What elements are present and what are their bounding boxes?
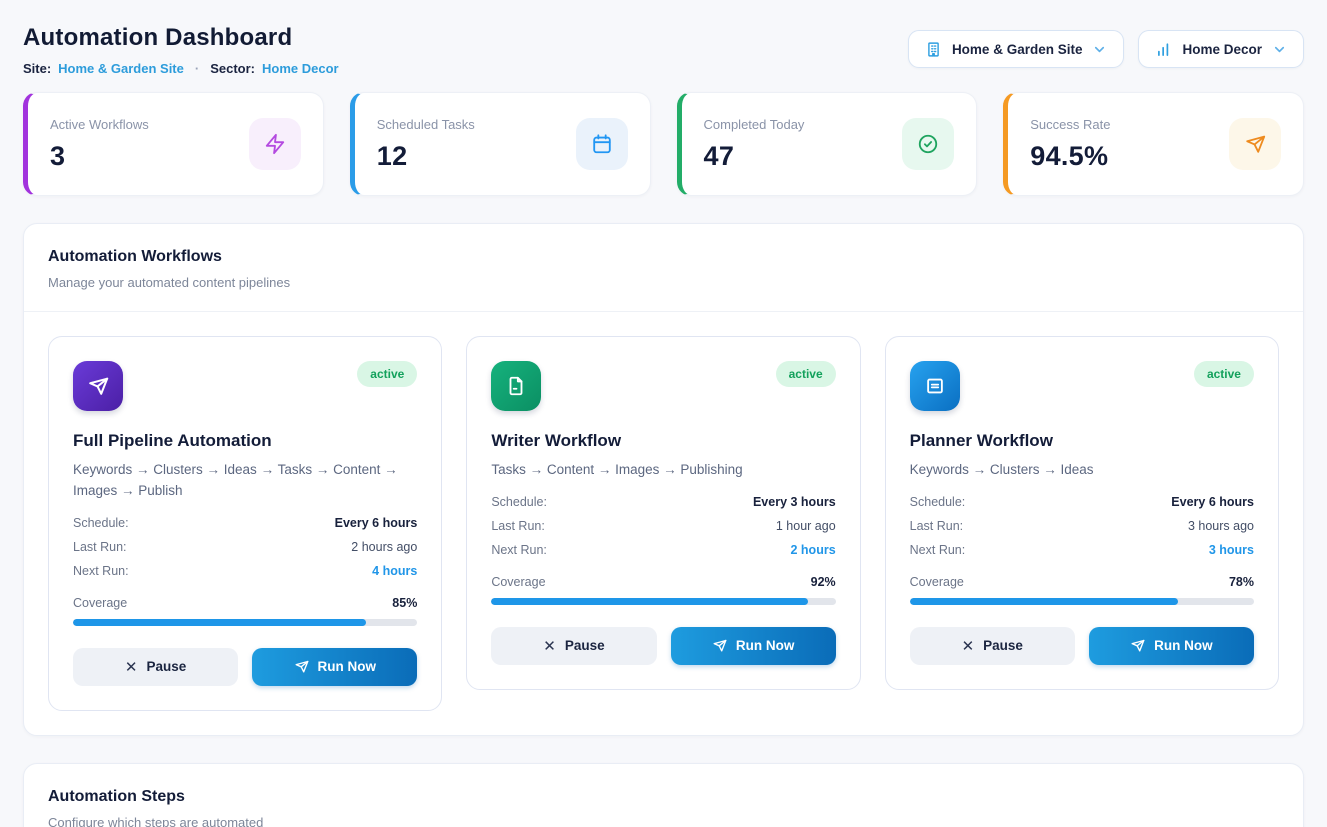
next-run-value: 2 hours [790, 542, 836, 557]
last-run-value: 1 hour ago [775, 518, 836, 533]
workflow-pipeline: Keywords → Clusters → Ideas → Tasks → Co… [73, 462, 398, 498]
stat-card-success-rate: Success Rate 94.5% [1003, 92, 1304, 196]
next-run-label: Next Run: [73, 563, 129, 578]
last-run-label: Last Run: [909, 518, 964, 533]
workflow-card-full-pipeline: active Full Pipeline Automation Keywords… [48, 336, 443, 711]
chevron-down-icon [1092, 42, 1107, 57]
coverage-progress-bar [491, 597, 836, 605]
send-icon [294, 659, 309, 674]
stat-value: 3 [50, 140, 66, 171]
stat-label: Active Workflows [50, 116, 149, 132]
coverage-progress-bar [909, 597, 1254, 605]
run-now-button[interactable]: Run Now [1088, 626, 1254, 665]
stat-value: 12 [376, 140, 408, 171]
send-icon [712, 638, 727, 653]
stat-card-active-workflows: Active Workflows 3 [23, 92, 324, 196]
coverage-progress-bar [73, 618, 418, 626]
pause-button[interactable]: ✕ Pause [73, 647, 239, 686]
status-badge: active [357, 361, 418, 387]
next-run-value: 3 hours [1208, 542, 1254, 557]
run-now-button[interactable]: Run Now [252, 647, 418, 686]
workflow-title: Planner Workflow [909, 431, 1053, 450]
schedule-label: Schedule: [73, 515, 129, 530]
pause-button[interactable]: ✕ Pause [491, 626, 657, 665]
schedule-label: Schedule: [909, 494, 966, 509]
sector-selector-dropdown[interactable]: Home Decor [1138, 30, 1304, 68]
x-icon: ✕ [124, 658, 138, 676]
stats-row: Active Workflows 3 Scheduled Tasks 12 Co… [23, 92, 1304, 196]
automation-workflows-panel: Automation Workflows Manage your automat… [23, 223, 1304, 736]
schedule-value: Every 3 hours [752, 494, 836, 509]
coverage-value: 85% [392, 595, 418, 610]
layout-list-icon [909, 361, 960, 411]
last-run-value: 2 hours ago [351, 539, 418, 554]
sector-link[interactable]: Home Decor [262, 61, 339, 76]
workflow-title: Full Pipeline Automation [73, 431, 272, 450]
site-link[interactable]: Home & Garden Site [58, 61, 184, 76]
breadcrumb-separator: · [194, 61, 200, 76]
workflows-panel-title: Automation Workflows [48, 248, 222, 265]
file-text-icon [491, 361, 542, 411]
coverage-label: Coverage [73, 595, 128, 610]
sector-label: Sector: [210, 61, 256, 76]
stat-card-completed-today: Completed Today 47 [676, 92, 978, 196]
workflow-title: Writer Workflow [491, 431, 622, 450]
automation-steps-panel: Automation Steps Configure which steps a… [23, 762, 1304, 827]
last-run-value: 3 hours ago [1187, 518, 1254, 533]
coverage-label: Coverage [909, 574, 964, 589]
next-run-value: 4 hours [372, 563, 418, 578]
site-selector-dropdown[interactable]: Home & Garden Site [907, 30, 1125, 68]
coverage-progress-fill [491, 597, 809, 605]
workflow-pipeline: Keywords → Clusters → Ideas [909, 462, 1094, 477]
x-icon: ✕ [961, 637, 975, 655]
steps-panel-title: Automation Steps [48, 787, 185, 805]
coverage-value: 92% [810, 574, 836, 589]
stat-label: Completed Today [703, 116, 805, 132]
check-circle-icon [902, 118, 955, 170]
last-run-label: Last Run: [491, 518, 545, 533]
workflow-card-planner: active Planner Workflow Keywords → Clust… [884, 336, 1279, 690]
next-run-label: Next Run: [909, 542, 966, 557]
coverage-progress-fill [909, 597, 1179, 605]
send-icon [1130, 638, 1145, 653]
run-now-button[interactable]: Run Now [670, 626, 836, 665]
status-badge: active [775, 361, 836, 387]
coverage-label: Coverage [491, 574, 546, 589]
workflow-pipeline: Tasks → Content → Images → Publishing [491, 462, 743, 477]
bar-chart-icon [1155, 41, 1172, 58]
workflow-card-writer: active Writer Workflow Tasks → Content →… [466, 336, 861, 690]
coverage-progress-fill [73, 618, 366, 626]
schedule-label: Schedule: [491, 494, 547, 509]
stat-value: 47 [703, 140, 735, 171]
send-icon [73, 361, 123, 411]
last-run-label: Last Run: [73, 539, 127, 554]
lightning-icon [248, 118, 301, 170]
page-header: Automation Dashboard Site: Home & Garden… [23, 24, 1304, 76]
schedule-value: Every 6 hours [1171, 494, 1254, 509]
sector-selector-label: Home Decor [1182, 41, 1262, 57]
send-icon [1229, 118, 1281, 170]
site-label: Site: [23, 61, 52, 76]
stat-card-scheduled-tasks: Scheduled Tasks 12 [349, 92, 651, 196]
page-title: Automation Dashboard [23, 24, 293, 51]
chevron-down-icon [1272, 42, 1287, 57]
stat-label: Scheduled Tasks [376, 116, 475, 132]
stat-label: Success Rate [1030, 116, 1111, 132]
status-badge: active [1193, 361, 1254, 387]
calendar-icon [575, 118, 628, 170]
building-icon [925, 41, 942, 58]
site-selector-label: Home & Garden Site [951, 41, 1083, 57]
steps-panel-subtitle: Configure which steps are automated [48, 814, 264, 827]
pause-button[interactable]: ✕ Pause [909, 626, 1075, 665]
breadcrumb: Site: Home & Garden Site · Sector: Home … [23, 61, 339, 76]
coverage-value: 78% [1228, 574, 1254, 589]
stat-value: 94.5% [1030, 140, 1109, 171]
workflows-panel-subtitle: Manage your automated content pipelines [48, 275, 291, 290]
next-run-label: Next Run: [491, 542, 547, 557]
schedule-value: Every 6 hours [334, 515, 418, 530]
x-icon: ✕ [543, 637, 556, 655]
